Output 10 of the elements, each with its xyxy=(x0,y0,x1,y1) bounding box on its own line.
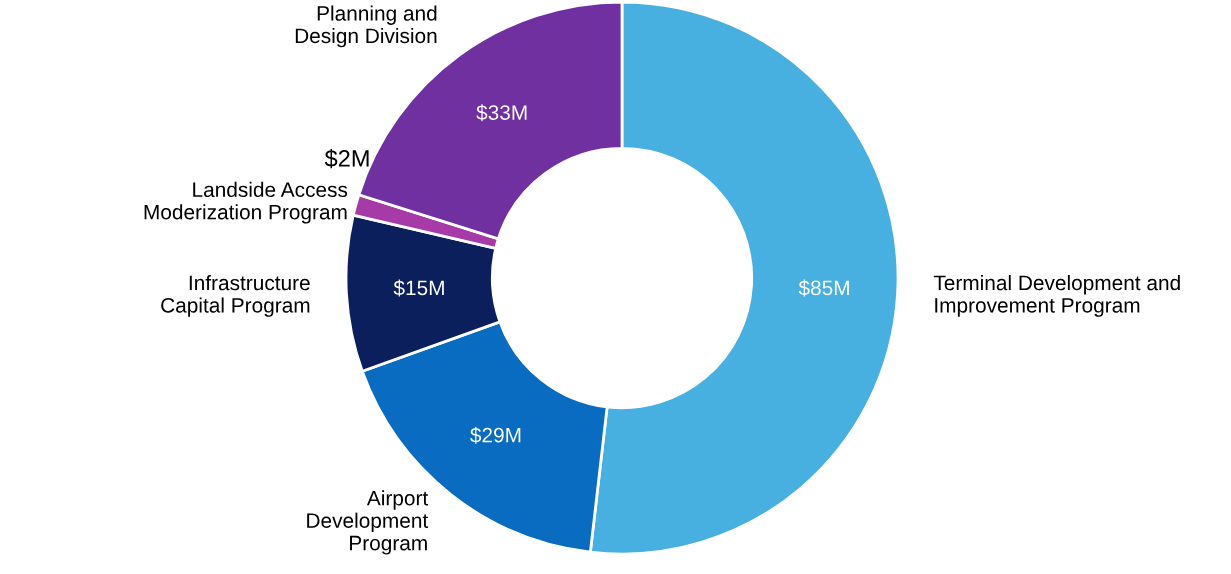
slice-label: Landside Access Moderization Program xyxy=(144,181,348,224)
slice-label: Airport Development Program xyxy=(307,490,429,555)
data-label: $15M xyxy=(393,279,444,297)
data-label: $29M xyxy=(470,426,521,444)
data-label: $85M xyxy=(798,279,849,297)
data-label: $2M xyxy=(324,149,369,169)
slice-label: Planning and Design Division xyxy=(295,5,437,48)
data-label: $33M xyxy=(476,104,527,122)
slice-label: Infrastructure Capital Program xyxy=(161,275,310,317)
slice-label: Terminal Development and Improvement Program xyxy=(933,274,1180,317)
